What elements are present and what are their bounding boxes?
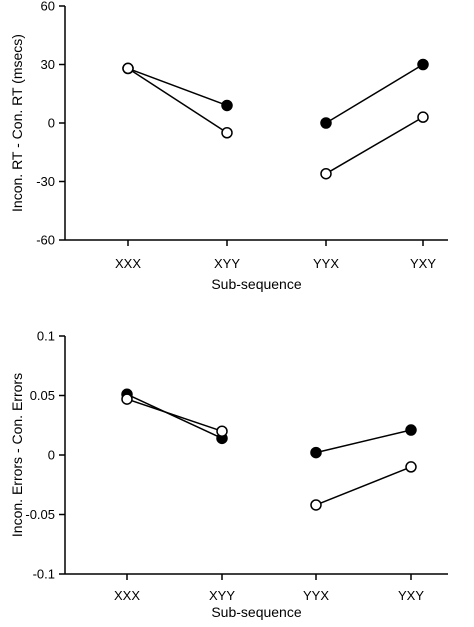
x-tick-label: YYX [313,256,339,271]
series-open-line [127,67,228,134]
series-filled-line [127,67,228,107]
series-filled-line [126,393,223,440]
x-tick-label: YXY [410,256,436,271]
x-axis-label: Sub-sequence [211,604,302,620]
x-tick-label: XXX [115,256,141,271]
x-tick-label: YXY [398,588,424,603]
y-axis-label: Incon. RT - Con. RT (msecs) [9,34,25,212]
y-tick-label: -60 [36,233,55,248]
x-tick-label: YYX [303,588,329,603]
series-filled-point [221,99,233,112]
series-open-point [320,167,332,180]
series-open-point [405,461,417,473]
y-tick-label: 0 [48,448,55,463]
x-tick-label: XXX [114,588,140,603]
series-filled-point [310,446,322,459]
series-filled-point [405,424,417,436]
y-tick-label: -0.1 [33,567,55,582]
x-tick-label: XYY [214,256,240,271]
series-open-line [126,398,223,432]
x-tick-label: XYY [209,588,235,603]
y-tick-label: 0.1 [37,329,55,344]
series-open-point [221,127,233,139]
chart-panel-2: 0.1 0.05 0 -0.05 -0.1 XXX XYY YYX YXY Sub-sequenc… [9,329,448,620]
series-open-point [122,62,134,75]
series-filled-line [315,429,412,454]
y-tick-label: 30 [41,57,55,72]
series-open-point [310,499,322,511]
y-axis-label: Incon. Errors - Con. Errors [9,373,25,537]
series-filled-point [417,58,429,71]
series-filled-line [325,63,424,124]
series-open-point [417,111,429,123]
chart-panel-1: 60 30 0 -30 -60 XXX XYY YYX YXY Sub-sequence Incon… [9,0,448,292]
y-tick-label: 0.05 [30,388,55,403]
series-open-point [121,393,133,405]
series-open-point [216,425,228,437]
y-tick-label: -30 [36,174,55,189]
series-open-line [315,466,412,506]
series-open-line [325,116,424,175]
y-tick-label: 60 [41,0,55,14]
x-axis-label: Sub-sequence [211,276,302,292]
series-filled-point [320,117,332,129]
y-tick-label: 0 [48,116,55,131]
y-tick-label: -0.05 [25,507,55,522]
